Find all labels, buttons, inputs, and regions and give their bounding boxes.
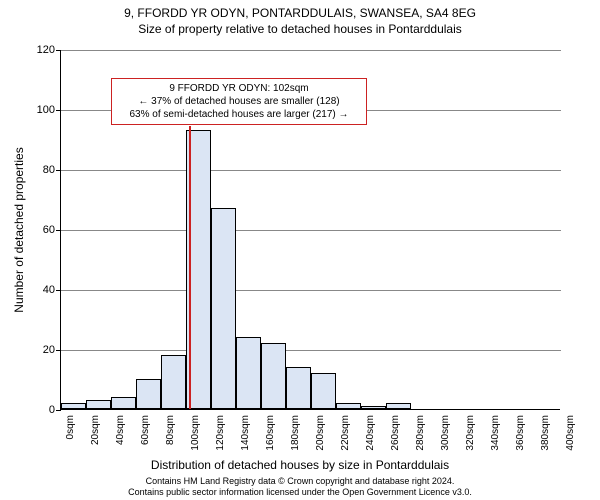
- histogram-bar: [61, 403, 86, 409]
- histogram-bar: [286, 367, 311, 409]
- ytick-label: 0: [25, 404, 55, 416]
- gridline: [61, 350, 561, 351]
- xtick-label: 320sqm: [465, 415, 476, 451]
- annotation-line3: 63% of semi-detached houses are larger (…: [118, 108, 360, 121]
- annotation-line2: ← 37% of detached houses are smaller (12…: [118, 95, 360, 108]
- ytick-mark: [56, 350, 61, 351]
- gridline: [61, 290, 561, 291]
- xtick-label: 300sqm: [440, 415, 451, 451]
- footer-attribution: Contains HM Land Registry data © Crown c…: [0, 476, 600, 498]
- histogram-bar: [386, 403, 411, 409]
- xtick-label: 280sqm: [415, 415, 426, 451]
- histogram-bar: [111, 397, 136, 409]
- footer-line2: Contains public sector information licen…: [0, 487, 600, 498]
- footer-line1: Contains HM Land Registry data © Crown c…: [0, 476, 600, 487]
- histogram-bar: [336, 403, 361, 409]
- xtick-label: 240sqm: [365, 415, 376, 451]
- ytick-mark: [56, 230, 61, 231]
- histogram-bar: [361, 406, 386, 409]
- annotation-line1: 9 FFORDD YR ODYN: 102sqm: [118, 82, 360, 95]
- xtick-label: 100sqm: [190, 415, 201, 451]
- chart-title-block: 9, FFORDD YR ODYN, PONTARDDULAIS, SWANSE…: [0, 0, 600, 36]
- ytick-label: 40: [25, 284, 55, 296]
- xtick-label: 400sqm: [565, 415, 576, 451]
- property-marker-line: [189, 126, 191, 409]
- xtick-label: 260sqm: [390, 415, 401, 451]
- ytick-label: 120: [25, 44, 55, 56]
- xtick-label: 160sqm: [265, 415, 276, 451]
- gridline: [61, 230, 561, 231]
- plot-region: 0204060801001209 FFORDD YR ODYN: 102sqm←…: [60, 50, 560, 410]
- histogram-bar: [261, 343, 286, 409]
- histogram-bar: [211, 208, 236, 409]
- ytick-label: 100: [25, 104, 55, 116]
- xtick-label: 380sqm: [540, 415, 551, 451]
- ytick-mark: [56, 110, 61, 111]
- ytick-mark: [56, 290, 61, 291]
- histogram-bar: [311, 373, 336, 409]
- ytick-mark: [56, 50, 61, 51]
- xtick-label: 180sqm: [290, 415, 301, 451]
- gridline: [61, 170, 561, 171]
- histogram-bar: [136, 379, 161, 409]
- ytick-mark: [56, 170, 61, 171]
- ytick-mark: [56, 410, 61, 411]
- xtick-label: 200sqm: [315, 415, 326, 451]
- xtick-label: 80sqm: [165, 415, 176, 445]
- x-axis-label: Distribution of detached houses by size …: [0, 458, 600, 472]
- ytick-label: 20: [25, 344, 55, 356]
- ytick-label: 80: [25, 164, 55, 176]
- histogram-bar: [86, 400, 111, 409]
- xtick-label: 120sqm: [215, 415, 226, 451]
- xtick-label: 40sqm: [115, 415, 126, 445]
- xtick-label: 340sqm: [490, 415, 501, 451]
- chart-area: Number of detached properties 0204060801…: [60, 50, 580, 430]
- gridline: [61, 50, 561, 51]
- chart-title-address: 9, FFORDD YR ODYN, PONTARDDULAIS, SWANSE…: [0, 6, 600, 20]
- histogram-bar: [236, 337, 261, 409]
- histogram-bar: [161, 355, 186, 409]
- xtick-label: 140sqm: [240, 415, 251, 451]
- xtick-label: 220sqm: [340, 415, 351, 451]
- xtick-label: 0sqm: [65, 415, 76, 439]
- chart-subtitle: Size of property relative to detached ho…: [0, 22, 600, 36]
- xtick-label: 20sqm: [90, 415, 101, 445]
- xtick-label: 360sqm: [515, 415, 526, 451]
- annotation-box: 9 FFORDD YR ODYN: 102sqm← 37% of detache…: [111, 78, 367, 125]
- ytick-label: 60: [25, 224, 55, 236]
- xtick-label: 60sqm: [140, 415, 151, 445]
